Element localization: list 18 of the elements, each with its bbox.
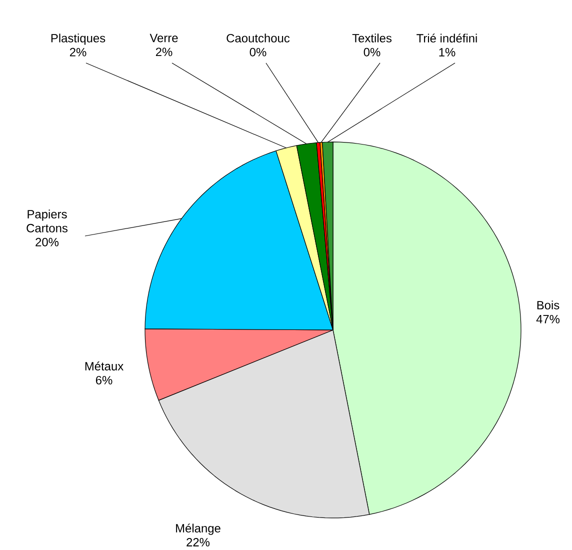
data-label: 6% bbox=[96, 376, 112, 384]
data-label: 2% bbox=[156, 48, 172, 56]
slice-label: Trié indéfini bbox=[416, 34, 477, 42]
slice-label: Textiles bbox=[352, 34, 392, 42]
slice-label: Plastiques bbox=[51, 34, 106, 45]
slice-label: Métaux bbox=[85, 362, 124, 370]
data-label: 2% bbox=[70, 48, 86, 56]
slice-label: Papiers Cartons bbox=[26, 210, 68, 232]
data-label: 20% bbox=[36, 238, 59, 246]
data-label: 22% bbox=[186, 538, 210, 546]
slice-label: Mélange bbox=[176, 524, 220, 535]
slice-label: Caoutchouc bbox=[226, 34, 290, 42]
data-label: 0% bbox=[250, 48, 266, 56]
slice-label: Bois bbox=[537, 300, 560, 310]
data-label: 47% bbox=[536, 314, 560, 324]
data-label: 0% bbox=[364, 48, 380, 56]
data-label: 1% bbox=[439, 48, 456, 56]
slice-label: Verre bbox=[150, 34, 178, 42]
